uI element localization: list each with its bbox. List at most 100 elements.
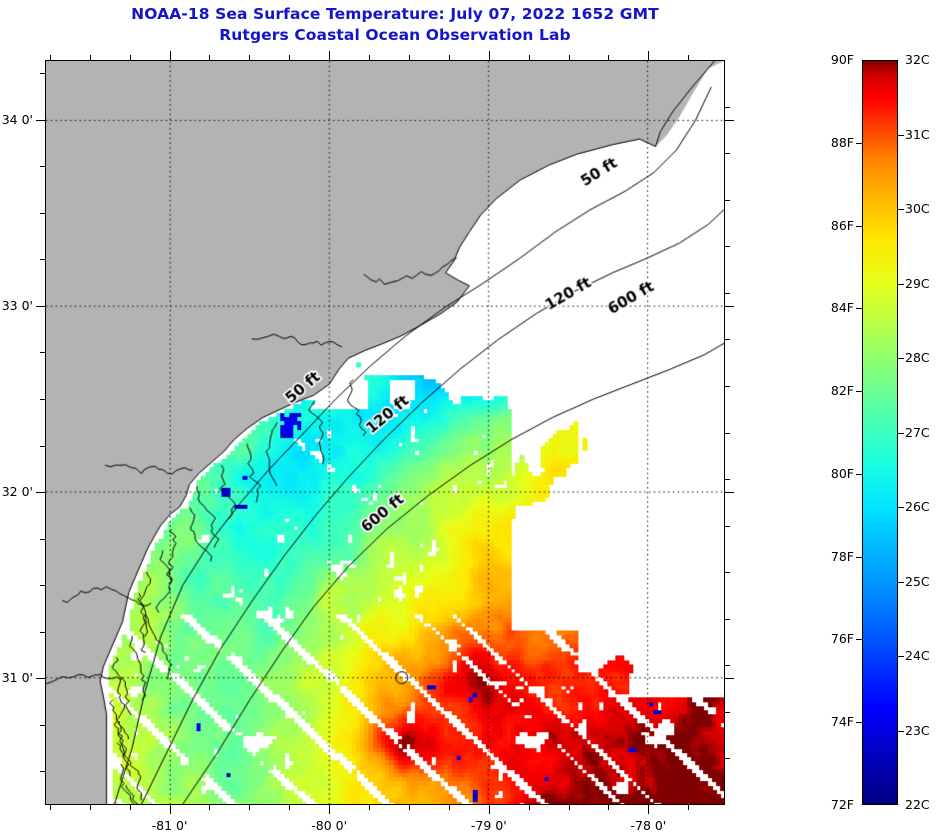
y-axis-right-major-tick [725,492,734,494]
x-axis-top-minor-tick [89,55,91,60]
colorbar-celsius-label: 29C [905,275,930,291]
y-axis-right-minor-tick [725,199,730,201]
x-axis-top-minor-tick [209,55,211,60]
colorbar-celsius-label: 25C [905,573,930,589]
y-axis-minor-tick [40,212,45,214]
colorbar-fahrenheit-tick [856,225,862,227]
y-axis-major-tick [36,119,45,121]
y-axis-right-major-tick [725,305,734,307]
x-axis-top-major-tick [488,51,490,60]
y-axis-right-minor-tick [725,106,730,108]
x-axis-top-minor-tick [369,55,371,60]
colorbar-fahrenheit-label: 84F [830,300,854,316]
x-axis-top-major-tick [329,51,331,60]
y-axis-major-tick [36,305,45,307]
y-axis-tick-label: 33 0' [1,297,33,313]
colorbar-celsius-label: 26C [905,499,930,514]
x-axis-top-minor-tick [688,55,690,60]
x-axis-top-minor-tick [448,55,450,60]
x-axis-minor-tick [89,805,91,810]
x-axis-minor-tick [369,805,371,810]
x-axis-minor-tick [408,805,410,810]
colorbar-celsius-tick [898,507,904,508]
colorbar-fahrenheit-label: 82F [830,383,854,399]
y-axis-right-minor-tick [725,339,730,341]
colorbar-fahrenheit-tick [856,391,862,393]
x-axis-minor-tick [49,805,51,810]
y-axis-minor-tick [40,538,45,540]
colorbar-celsius-label: 28C [905,350,930,365]
colorbar-celsius-label: 23C [905,722,930,738]
colorbar-celsius-tick [898,581,904,583]
y-axis-minor-tick [40,73,45,75]
y-axis-right-minor-tick [725,246,730,248]
colorbar-fahrenheit-tick [856,639,862,641]
temperature-colorbar [862,60,898,805]
y-axis-right-major-tick [725,119,734,121]
colorbar-fahrenheit-label: 76F [830,631,854,647]
y-axis-minor-tick [40,585,45,587]
x-axis-tick-label: -79 0' [470,818,507,833]
x-axis-top-minor-tick [129,55,131,60]
colorbar-celsius-tick [898,134,904,136]
colorbar-fahrenheit-label: 90F [830,52,854,67]
x-axis-major-tick [488,805,490,814]
x-axis-minor-tick [209,805,211,810]
y-axis-tick-label: 31 0' [1,670,33,686]
chart-title-block: NOAA-18 Sea Surface Temperature: July 07… [0,4,790,46]
x-axis-top-major-tick [648,51,650,60]
x-axis-minor-tick [688,805,690,810]
colorbar-celsius-label: 24C [905,648,930,663]
x-axis-minor-tick [608,805,610,810]
y-axis-right-minor-tick [725,572,730,574]
x-axis-major-tick [648,805,650,814]
colorbar-celsius-tick [898,209,904,210]
x-axis-minor-tick [528,805,530,810]
x-axis-minor-tick [568,805,570,810]
colorbar-fahrenheit-label: 78F [830,548,854,564]
y-axis-right-major-tick [725,678,734,680]
colorbar-celsius-tick [898,656,904,657]
x-axis-top-minor-tick [408,55,410,60]
y-axis-right-minor-tick [725,665,730,667]
x-axis-tick-label: -80 0' [311,818,348,833]
y-axis-right-minor-tick [725,618,730,620]
x-axis-top-minor-tick [49,55,51,60]
y-axis-right-minor-tick [725,292,730,294]
y-axis-right-minor-tick [725,711,730,713]
x-axis-major-tick [329,805,331,814]
colorbar-celsius-tick [898,432,904,434]
colorbar-fahrenheit-tick [856,556,862,558]
y-axis-right-minor-tick [725,385,730,387]
y-axis-right-minor-tick [725,432,730,434]
colorbar-fahrenheit-label: 72F [830,797,854,812]
colorbar-celsius-tick [898,283,904,285]
x-axis-tick-label: -78 0' [630,818,667,833]
x-axis-top-minor-tick [568,55,570,60]
chart-title-line1: NOAA-18 Sea Surface Temperature: July 07… [131,5,659,23]
y-axis-minor-tick [40,445,45,447]
y-axis-right-minor-tick [725,479,730,481]
y-axis-right-minor-tick [725,525,730,527]
y-axis-right-minor-tick [725,758,730,760]
x-axis-top-major-tick [169,51,171,60]
sst-map-canvas [46,61,724,804]
colorbar-group [862,60,898,805]
colorbar-celsius-tick [898,730,904,732]
y-axis-minor-tick [40,771,45,773]
colorbar-celsius-label: 30C [905,201,930,216]
colorbar-fahrenheit-label: 88F [830,134,854,150]
y-axis-right-minor-tick [725,153,730,155]
colorbar-fahrenheit-label: 74F [830,714,854,730]
y-axis-minor-tick [40,352,45,354]
y-axis-minor-tick [40,166,45,168]
colorbar-fahrenheit-label: 86F [830,217,854,233]
colorbar-celsius-label: 22C [905,797,930,812]
x-axis-minor-tick [448,805,450,810]
x-axis-minor-tick [249,805,251,810]
y-axis-minor-tick [40,398,45,400]
y-axis-tick-label: 32 0' [1,484,33,500]
sst-map-plot-area [45,60,725,805]
x-axis-tick-label: -81 0' [151,818,188,833]
x-axis-minor-tick [129,805,131,810]
